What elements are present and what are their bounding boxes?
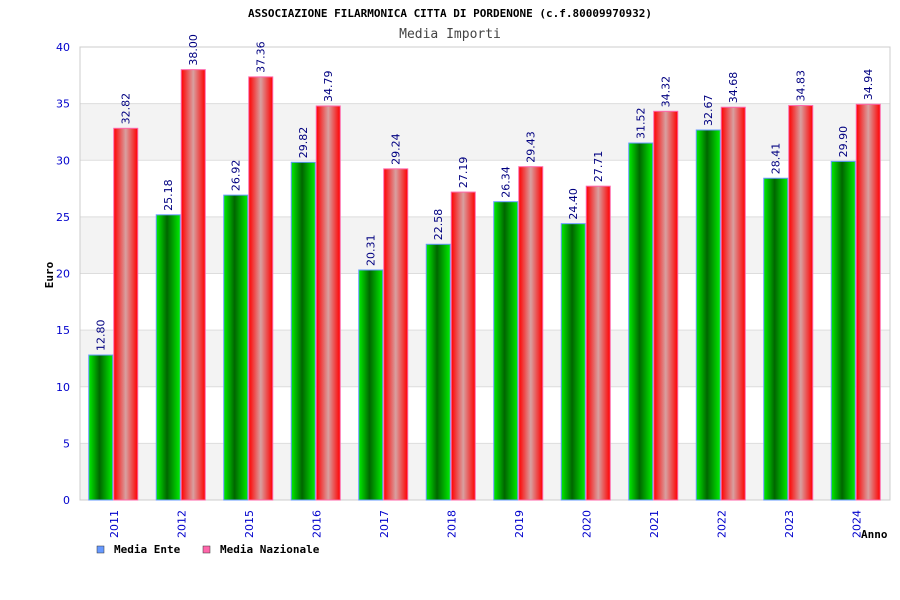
- data-label: 24.40: [567, 188, 580, 220]
- data-label: 27.19: [457, 157, 470, 189]
- legend-swatch-ente: [96, 545, 105, 554]
- data-label: 34.32: [660, 76, 673, 108]
- legend-label-nazionale: Media Nazionale: [220, 543, 320, 556]
- data-label: 26.92: [230, 160, 243, 192]
- bar-media-ente: [155, 214, 181, 501]
- y-tick-label: 20: [56, 268, 70, 281]
- data-label: 32.67: [702, 95, 715, 127]
- data-label: 27.71: [592, 151, 605, 183]
- y-tick-label: 35: [56, 98, 70, 111]
- grid-band: [80, 103, 890, 161]
- bar-media-nazionale: [855, 103, 881, 501]
- bar-media-ente: [358, 269, 384, 501]
- bar-media-nazionale: [788, 105, 814, 501]
- grid-band: [80, 386, 890, 444]
- x-tick-label: 2020: [580, 510, 593, 538]
- data-label: 28.41: [770, 143, 783, 175]
- y-axis-label: Euro: [43, 261, 56, 288]
- chart-title: ASSOCIAZIONE FILARMONICA CITTA DI PORDEN…: [248, 7, 652, 20]
- bar-media-nazionale: [450, 191, 476, 501]
- y-tick-label: 40: [56, 41, 70, 54]
- plot-border: [79, 46, 891, 501]
- y-tick-label: 0: [63, 494, 70, 507]
- bar-media-ente: [560, 223, 586, 501]
- x-tick-label: 2019: [513, 510, 526, 538]
- grid-band: [80, 160, 890, 217]
- data-label: 29.90: [837, 126, 850, 158]
- data-label: 34.79: [322, 71, 335, 103]
- x-axis-label: Anno: [861, 528, 888, 541]
- bar-media-nazionale: [383, 168, 409, 501]
- chart-subtitle: Media Importi: [399, 27, 501, 42]
- legend: Media Ente Media Nazionale: [96, 543, 320, 556]
- bar-media-nazionale: [248, 76, 274, 501]
- x-tick-label: 2022: [715, 510, 728, 538]
- bar-media-nazionale: [180, 69, 206, 501]
- data-label: 29.43: [525, 131, 538, 163]
- data-label: 29.24: [390, 133, 403, 165]
- bar-media-nazionale: [315, 105, 341, 501]
- grid-band: [80, 273, 890, 331]
- data-label: 34.68: [727, 72, 740, 104]
- data-label: 38.00: [187, 34, 200, 66]
- x-tick-label: 2016: [310, 510, 323, 538]
- data-label: 37.36: [255, 41, 268, 73]
- y-tick-label: 30: [56, 154, 70, 167]
- x-tick-label: 2021: [648, 510, 661, 538]
- data-label: 29.82: [297, 127, 310, 159]
- grid-band: [80, 47, 890, 104]
- bar-media-ente: [223, 194, 249, 501]
- bar-media-nazionale: [113, 127, 139, 501]
- x-tick-label: 2023: [783, 510, 796, 538]
- y-tick-label: 5: [63, 437, 70, 450]
- bar-media-ente: [830, 160, 856, 501]
- bar-media-ente: [425, 243, 451, 501]
- bar-media-ente: [493, 201, 519, 501]
- legend-label-ente: Media Ente: [114, 543, 181, 556]
- x-tick-label: 2011: [108, 510, 121, 538]
- x-tick-label: 2024: [850, 510, 863, 538]
- data-label: 25.18: [162, 179, 175, 211]
- bar-media-ente: [763, 177, 789, 501]
- y-tick-label: 25: [56, 211, 70, 224]
- grid-band: [80, 216, 890, 274]
- bar-media-ente: [290, 161, 316, 501]
- x-tick-label: 2012: [175, 510, 188, 538]
- data-label: 31.52: [635, 108, 648, 140]
- bar-media-nazionale: [518, 166, 544, 501]
- bar-media-nazionale: [720, 106, 746, 501]
- x-tick-label: 2018: [445, 510, 458, 538]
- bar-media-ente: [695, 129, 721, 501]
- x-tick-label: 2015: [243, 510, 256, 538]
- bar-media-ente: [628, 142, 654, 501]
- x-tick-label: 2017: [378, 510, 391, 538]
- grid-band: [80, 330, 890, 387]
- data-label: 26.34: [500, 166, 513, 198]
- bar-media-ente: [88, 354, 114, 501]
- data-label: 20.31: [365, 234, 378, 266]
- data-label: 12.80: [95, 320, 108, 352]
- data-label: 32.82: [120, 93, 133, 125]
- legend-swatch-nazionale: [202, 545, 211, 554]
- bar-media-nazionale: [653, 110, 679, 501]
- data-label: 34.94: [862, 69, 875, 101]
- data-label: 22.58: [432, 209, 445, 241]
- data-label: 34.83: [795, 70, 808, 102]
- y-tick-label: 15: [56, 324, 70, 337]
- bar-media-nazionale: [585, 185, 611, 501]
- grid-band: [80, 443, 890, 500]
- y-tick-label: 10: [56, 381, 70, 394]
